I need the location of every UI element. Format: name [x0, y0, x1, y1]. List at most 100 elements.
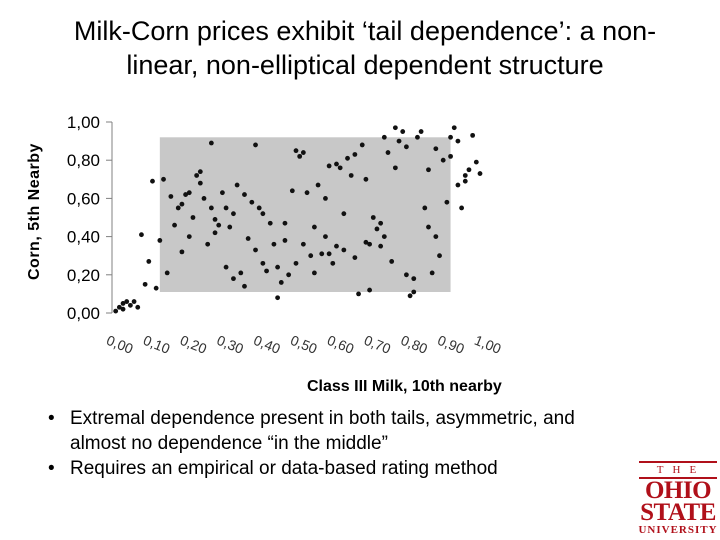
- data-point: [323, 196, 328, 201]
- data-point: [245, 236, 251, 241]
- data-point: [455, 182, 461, 188]
- bullet-1-line-1: Extremal dependence present in both tail…: [70, 408, 575, 429]
- data-point: [370, 215, 376, 220]
- x-tick-label: 0,00: [104, 332, 135, 357]
- data-point: [286, 272, 292, 278]
- data-point: [131, 299, 137, 304]
- data-point: [448, 153, 453, 159]
- data-point: [242, 283, 247, 289]
- data-point: [433, 146, 439, 152]
- logo-line-1: OHIO: [644, 477, 712, 504]
- data-point: [392, 125, 398, 131]
- data-point: [459, 205, 464, 211]
- data-point: [404, 144, 409, 150]
- data-point: [197, 169, 203, 175]
- data-point: [323, 234, 328, 240]
- y-tick-label: 0,80: [67, 151, 100, 170]
- data-point: [330, 260, 336, 266]
- data-point: [231, 276, 236, 282]
- bullet-item-1: Extremal dependence present in both tail…: [46, 406, 686, 456]
- data-point: [267, 220, 273, 226]
- data-point: [175, 205, 181, 211]
- data-point: [208, 140, 214, 146]
- data-point: [234, 182, 240, 188]
- x-axis-label-clip: Class III Milk, 10th nearby: [250, 378, 528, 402]
- data-point: [223, 205, 229, 211]
- data-point: [418, 129, 424, 134]
- y-tick-label: 0,40: [67, 228, 100, 247]
- data-point: [242, 192, 247, 197]
- data-point: [411, 276, 417, 282]
- data-point: [363, 176, 369, 182]
- data-point: [473, 159, 479, 165]
- data-point: [477, 171, 483, 176]
- data-point: [470, 132, 476, 138]
- data-point: [179, 201, 185, 207]
- data-point: [462, 178, 468, 184]
- bullet-1-line-2: almost no dependence “in the middle”: [70, 433, 388, 454]
- logo-rule-bottom: [639, 477, 717, 479]
- data-point: [433, 234, 439, 240]
- data-point: [345, 155, 350, 161]
- y-tick-label: 0,00: [67, 304, 100, 323]
- data-point: [205, 241, 211, 247]
- data-point: [389, 259, 395, 264]
- data-point: [381, 134, 387, 140]
- data-point: [127, 302, 133, 308]
- data-point: [415, 134, 420, 140]
- data-point: [282, 238, 288, 243]
- x-tick-label: 0,30: [215, 332, 246, 357]
- data-point: [190, 215, 196, 220]
- data-point: [300, 150, 306, 155]
- x-tick-label: 0,90: [435, 332, 466, 357]
- data-point: [275, 264, 280, 270]
- data-point: [300, 241, 306, 247]
- bullet-list: Extremal dependence present in both tail…: [46, 406, 686, 481]
- data-point: [341, 211, 347, 217]
- data-point: [253, 142, 258, 148]
- data-point: [448, 134, 453, 140]
- data-point: [466, 167, 472, 173]
- data-point: [455, 138, 461, 144]
- data-point: [462, 173, 468, 178]
- data-point: [334, 161, 339, 167]
- data-point: [146, 259, 152, 264]
- data-point: [282, 220, 288, 226]
- logo-line-2: STATE: [640, 499, 716, 526]
- x-tick-label: 0,20: [178, 332, 209, 357]
- data-point: [113, 308, 119, 314]
- y-tick-label: 0,60: [67, 189, 100, 208]
- data-point: [139, 232, 144, 238]
- logo-rule-top: [639, 461, 717, 463]
- data-point: [220, 190, 225, 196]
- data-point: [212, 217, 218, 222]
- data-point: [120, 306, 126, 312]
- data-point: [179, 249, 185, 255]
- university-logo: THE OHIO STATE UNIVERSITY: [636, 460, 720, 540]
- data-point: [367, 287, 372, 293]
- data-point: [319, 251, 325, 257]
- data-point: [157, 238, 163, 243]
- x-tick-label: 0,10: [141, 332, 172, 357]
- data-point: [293, 148, 299, 154]
- scatter-chart: 0,000,200,400,600,801,000,00 0,10 0,20 0,30…: [26, 113, 504, 357]
- data-point: [271, 241, 277, 247]
- x-tick-label: 0,50: [288, 332, 319, 357]
- data-point: [260, 211, 266, 217]
- slide-title: Milk-Corn prices exhibit ‘tail dependenc…: [20, 14, 710, 82]
- data-point: [348, 173, 354, 178]
- data-point: [264, 268, 269, 274]
- tick-labels-layer: 0,000,200,400,600,801,000,00 0,10 0,20 0,30…: [67, 113, 504, 357]
- data-point: [426, 224, 431, 230]
- logo-the: THE: [656, 464, 706, 476]
- x-tick-label: 0,80: [399, 332, 430, 357]
- data-point: [201, 196, 207, 201]
- data-point: [374, 226, 380, 232]
- data-point: [378, 243, 384, 249]
- points-layer: [113, 125, 483, 314]
- data-point: [231, 211, 236, 217]
- data-point: [315, 182, 321, 188]
- data-point: [256, 205, 262, 211]
- data-point: [249, 199, 255, 205]
- data-point: [429, 270, 435, 276]
